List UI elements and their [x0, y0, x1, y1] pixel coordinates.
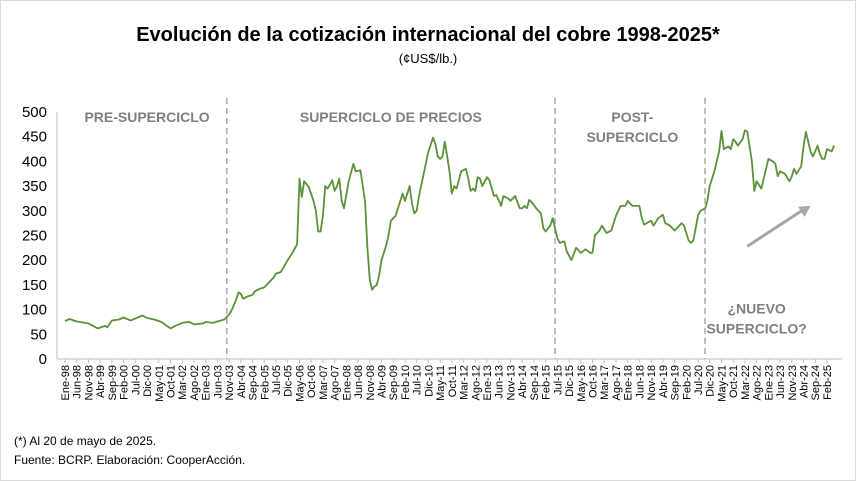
x-tick-label: Ene-98	[60, 365, 72, 400]
y-tick-label: 150	[22, 277, 47, 294]
x-tick-label: Abr-99	[95, 365, 107, 398]
x-tick-label: Mar-17	[599, 365, 611, 400]
x-tick-label: Sep-19	[670, 365, 682, 400]
x-tick-label: May-01	[154, 365, 166, 402]
x-tick-label: Oct-11	[447, 365, 459, 397]
phase-label: SUPERCICLO DE PRECIOS	[300, 109, 482, 125]
x-tick-label: Nov-13	[505, 365, 517, 400]
y-tick-label: 250	[22, 228, 47, 245]
x-tick-label: Abr-04	[236, 365, 248, 398]
x-tick-label: Jul-05	[271, 365, 283, 395]
x-tick-label: Dic-00	[142, 365, 154, 397]
y-tick-label: 450	[22, 129, 47, 146]
x-tick-label: Mar-02	[177, 365, 189, 400]
copper-price-line	[64, 129, 835, 330]
y-tick-label: 0	[39, 351, 47, 368]
x-tick-label: Feb-15	[541, 365, 553, 400]
x-tick-label: Feb-05	[259, 365, 271, 400]
x-tick-label: Ago-17	[611, 365, 623, 400]
x-tick-label: May-11	[435, 365, 447, 401]
chart-notes: (*) Al 20 de mayo de 2025. Fuente: BCRP.…	[14, 432, 245, 470]
x-tick-label: Oct-06	[306, 365, 318, 398]
x-tick-label: Mar-07	[318, 365, 330, 400]
x-tick-label: Mar-22	[740, 365, 752, 400]
x-tick-label: Dic-20	[705, 365, 717, 397]
y-tick-label: 100	[22, 302, 47, 319]
x-tick-label: Sep-99	[107, 365, 119, 400]
y-tick-label: 300	[22, 203, 47, 220]
x-tick-label: Feb-00	[119, 365, 131, 400]
x-tick-label: Dic-05	[283, 365, 295, 397]
x-tick-label: Ago-07	[330, 365, 342, 400]
x-tick-label: Nov-03	[224, 365, 236, 400]
x-tick-label: Ene-08	[341, 365, 353, 400]
chart-subtitle: (¢US$/lb.)	[398, 51, 458, 66]
x-tick-label: Jun-13	[494, 365, 506, 399]
x-tick-label: Ago-22	[752, 365, 764, 400]
x-tick-label: Sep-09	[388, 365, 400, 400]
phase-label: SUPERCICLO?	[706, 321, 806, 337]
x-tick-label: Jun-18	[634, 365, 646, 399]
x-tick-label: Ene-03	[201, 365, 213, 400]
x-tick-label: Mar-12	[459, 365, 471, 400]
y-tick-label: 50	[30, 326, 47, 343]
x-tick-label: Abr-19	[658, 365, 670, 398]
y-tick-label: 500	[22, 104, 47, 121]
chart-title: Evolución de la cotización internacional…	[136, 24, 720, 46]
x-tick-label: Sep-24	[810, 365, 822, 400]
trend-arrow-head	[798, 205, 811, 217]
x-tick-label: Jul-10	[412, 365, 424, 395]
x-tick-label: Sep-14	[529, 365, 541, 400]
x-tick-label: Jun-03	[212, 365, 224, 399]
x-tick-label: Jun-08	[353, 365, 365, 399]
x-tick-label: Nov-18	[646, 365, 658, 400]
x-tick-label: May-16	[576, 365, 588, 402]
y-tick-label: 200	[22, 252, 47, 269]
x-tick-label: Ene-18	[623, 365, 635, 400]
x-tick-label: Feb-10	[400, 365, 412, 400]
x-tick-label: May-06	[294, 365, 306, 402]
x-tick-label: Oct-16	[588, 365, 600, 398]
x-tick-label: Sep-04	[248, 365, 260, 400]
x-tick-label: Feb-20	[681, 365, 693, 400]
x-tick-label: Oct-01	[166, 365, 178, 398]
x-tick-label: Jul-15	[552, 365, 564, 395]
x-tick-label: Abr-24	[799, 365, 811, 398]
x-tick-label: Jun-23	[775, 365, 787, 399]
x-tick-label: Jun-98	[72, 365, 84, 399]
y-tick-label: 350	[22, 178, 47, 195]
x-tick-label: Ene-23	[763, 365, 775, 400]
x-tick-label: Abr-14	[517, 365, 529, 398]
x-tick-label: Ago-02	[189, 365, 201, 400]
phase-label: POST-	[611, 109, 653, 125]
x-tick-label: Nov-23	[787, 365, 799, 400]
x-tick-label: Nov-08	[365, 365, 377, 400]
x-tick-label: Feb-25	[822, 365, 834, 400]
x-tick-label: Dic-10	[423, 365, 435, 397]
x-tick-label: May-21	[716, 365, 728, 402]
x-tick-label: Dic-15	[564, 365, 576, 397]
phase-label: SUPERCICLO	[586, 129, 678, 145]
x-tick-label: Jul-20	[693, 365, 705, 395]
x-tick-label: Ene-13	[482, 365, 494, 400]
x-tick-label: Ago-12	[470, 365, 482, 400]
x-tick-label: Jul-00	[130, 365, 142, 395]
footnote: (*) Al 20 de mayo de 2025.	[14, 434, 157, 448]
phase-label: ¿NUEVO	[727, 301, 785, 317]
x-tick-label: Abr-09	[377, 365, 389, 398]
phase-label: PRE-SUPERCICLO	[84, 109, 209, 125]
x-tick-label: Oct-21	[728, 365, 740, 398]
x-tick-label: Nov-98	[83, 365, 95, 400]
trend-arrow-shaft	[746, 207, 806, 248]
y-tick-label: 400	[22, 153, 47, 170]
source-note: Fuente: BCRP. Elaboración: CooperAcción.	[14, 453, 246, 467]
